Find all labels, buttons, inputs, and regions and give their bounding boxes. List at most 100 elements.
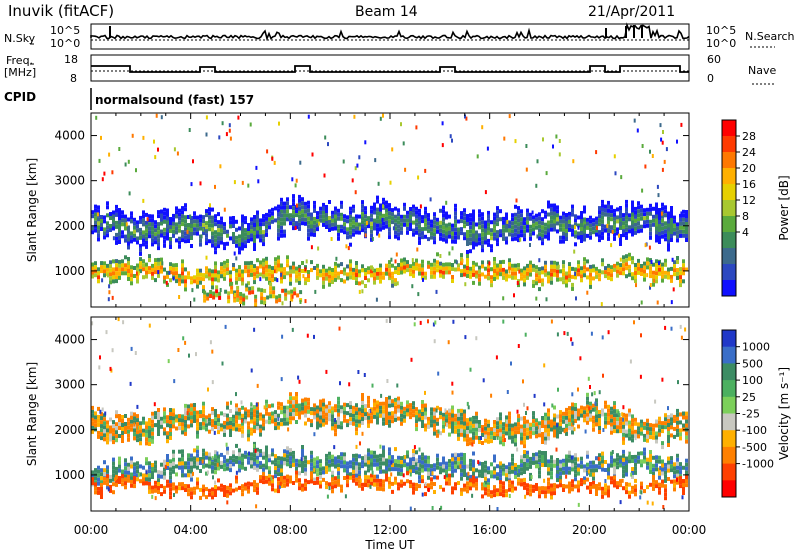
data-cell <box>598 269 601 274</box>
data-cell <box>673 231 676 236</box>
data-cell <box>364 416 367 421</box>
data-cell <box>331 214 334 219</box>
data-cell <box>454 223 457 228</box>
data-cell <box>522 220 525 225</box>
data-cell <box>667 415 670 419</box>
data-cell <box>607 408 610 413</box>
data-cell <box>349 413 352 418</box>
data-cell <box>163 235 166 240</box>
data-cell <box>145 232 148 237</box>
data-cell <box>604 487 607 492</box>
data-cell <box>619 226 622 230</box>
data-cell <box>577 215 580 220</box>
data-cell <box>271 274 274 279</box>
data-cell <box>571 204 574 209</box>
data-cell <box>328 417 331 422</box>
data-cell <box>241 242 244 247</box>
data-cell <box>322 414 325 419</box>
data-cell <box>219 288 222 292</box>
data-cell <box>469 474 472 479</box>
data-cell <box>214 261 217 266</box>
data-cell <box>196 268 199 273</box>
data-cell <box>337 416 340 421</box>
data-cell <box>286 271 289 276</box>
data-cell <box>652 282 655 287</box>
data-cell <box>250 272 253 277</box>
data-cell <box>211 495 214 500</box>
data-cell <box>424 455 427 460</box>
data-cell <box>541 451 544 455</box>
data-cell <box>370 415 373 420</box>
data-cell <box>598 230 601 235</box>
data-cell <box>268 477 271 482</box>
data-cell <box>653 278 656 283</box>
data-cell <box>664 262 667 267</box>
data-cell <box>595 492 598 496</box>
data-cell <box>347 246 350 251</box>
data-cell <box>235 280 238 285</box>
data-cell <box>664 417 667 422</box>
data-cell <box>529 216 532 221</box>
data-cell <box>223 207 226 212</box>
data-cell <box>523 225 526 230</box>
data-cell <box>568 458 571 463</box>
data-cell <box>526 212 529 217</box>
data-cell <box>227 299 231 304</box>
data-cell <box>616 409 619 414</box>
data-cell <box>139 479 142 484</box>
data-cell <box>628 436 631 441</box>
data-cell <box>277 421 280 426</box>
data-cell <box>664 466 667 471</box>
data-cell <box>409 219 412 223</box>
data-cell <box>352 216 355 221</box>
data-cell <box>184 215 187 220</box>
data-cell <box>613 421 616 426</box>
data-cell <box>520 459 523 464</box>
data-cell <box>337 478 340 483</box>
data-cell <box>217 274 220 279</box>
data-cell <box>208 488 211 493</box>
data-cell <box>496 206 499 211</box>
data-cell <box>139 437 142 442</box>
data-cell <box>439 431 442 436</box>
data-cell <box>628 272 631 277</box>
data-cell <box>589 464 592 469</box>
data-cell <box>235 475 238 480</box>
data-cell <box>421 263 424 268</box>
data-cell <box>109 280 112 285</box>
data-cell <box>247 227 250 231</box>
data-cell <box>251 290 255 295</box>
data-cell <box>352 271 355 276</box>
data-cell <box>676 461 679 466</box>
data-cell <box>94 261 97 266</box>
data-cell <box>406 268 409 273</box>
data-cell <box>373 458 376 463</box>
data-cell <box>277 489 280 494</box>
data-cell <box>250 464 253 469</box>
data-cell <box>175 464 178 469</box>
data-cell <box>256 210 259 215</box>
data-cell <box>214 246 217 251</box>
data-cell <box>205 233 208 238</box>
data-cell <box>220 236 223 241</box>
data-cell <box>190 236 193 240</box>
data-cell <box>292 214 295 219</box>
data-cell <box>370 273 373 278</box>
data-cell <box>670 222 673 226</box>
data-cell <box>241 425 244 430</box>
data-cell <box>283 461 286 466</box>
data-cell <box>175 279 178 284</box>
data-cell <box>679 213 682 218</box>
data-cell <box>379 211 382 216</box>
data-cell <box>328 266 331 271</box>
data-cell <box>601 412 604 417</box>
data-cell <box>640 268 643 272</box>
data-cell <box>433 411 436 416</box>
data-cell <box>346 215 349 220</box>
data-cell <box>529 426 532 431</box>
data-cell <box>289 396 292 401</box>
data-cell <box>323 173 326 178</box>
freq-tick-bottom: 8 <box>70 72 77 85</box>
data-cell <box>340 460 343 465</box>
data-cell <box>607 228 610 233</box>
